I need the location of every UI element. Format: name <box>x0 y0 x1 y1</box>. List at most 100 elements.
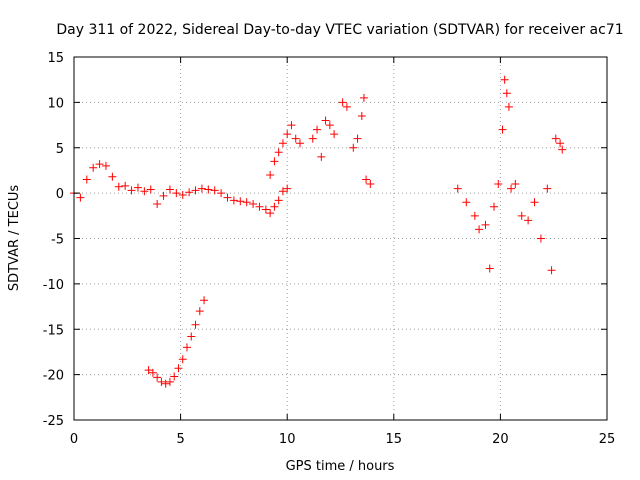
data-point <box>242 198 251 207</box>
data-point <box>308 134 317 143</box>
data-point <box>504 102 513 111</box>
plot-frame <box>73 56 608 421</box>
data-point <box>313 125 322 134</box>
x-tick-label: 5 <box>176 432 184 447</box>
x-tick-label: 0 <box>70 432 78 447</box>
data-point <box>551 134 560 143</box>
data-point <box>191 320 200 329</box>
data-point <box>556 139 565 148</box>
data-point <box>121 181 130 190</box>
data-point <box>174 364 183 373</box>
data-point <box>89 163 98 172</box>
data-point <box>558 145 567 154</box>
y-tick-label: -25 <box>43 414 64 429</box>
data-point <box>82 175 91 184</box>
data-point <box>255 202 264 211</box>
data-point <box>223 193 232 202</box>
data-point <box>291 134 300 143</box>
data-point <box>462 198 471 207</box>
data-point <box>475 225 484 234</box>
x-tick-label: 25 <box>599 432 616 447</box>
marks-layer <box>70 75 567 388</box>
data-point <box>270 202 279 211</box>
data-point <box>195 307 204 316</box>
data-point <box>108 172 117 181</box>
data-point <box>236 197 245 206</box>
data-point <box>470 211 479 220</box>
data-point <box>266 170 275 179</box>
data-point <box>481 220 490 229</box>
data-point <box>144 366 153 375</box>
y-tick-label: -5 <box>51 233 64 248</box>
data-point <box>187 332 196 341</box>
data-point <box>274 148 283 157</box>
data-point <box>200 296 209 305</box>
data-point <box>261 205 270 214</box>
data-point <box>366 180 375 189</box>
data-point <box>172 189 181 198</box>
data-point <box>161 379 170 388</box>
data-point <box>338 98 347 107</box>
data-point <box>357 111 366 120</box>
data-point <box>157 377 166 386</box>
data-point <box>490 202 499 211</box>
data-point <box>148 368 157 377</box>
data-point <box>547 266 556 275</box>
data-point <box>330 130 339 139</box>
data-point <box>524 216 533 225</box>
data-point <box>507 184 516 193</box>
data-point <box>153 200 162 209</box>
data-point <box>170 372 179 381</box>
data-point <box>266 209 275 218</box>
data-point <box>342 102 351 111</box>
series-late-cluster <box>453 75 567 275</box>
data-point <box>349 143 358 152</box>
y-tick-label: -20 <box>43 369 64 384</box>
y-axis-label: SDTVAR / TECUs <box>7 185 22 292</box>
data-point <box>182 343 191 352</box>
x-axis-label: GPS time / hours <box>286 459 395 474</box>
data-point <box>278 139 287 148</box>
y-tick-label: -10 <box>43 278 64 293</box>
data-point <box>249 200 258 209</box>
x-tick-label: 10 <box>279 432 296 447</box>
data-point <box>498 125 507 134</box>
x-tick-label: 20 <box>492 432 509 447</box>
data-point <box>191 186 200 195</box>
data-point <box>502 89 511 98</box>
data-point <box>530 198 539 207</box>
data-point <box>114 182 123 191</box>
series-rise-10-13 <box>266 93 375 189</box>
y-tick-label: -15 <box>43 323 64 338</box>
data-point <box>485 264 494 273</box>
data-point <box>178 190 187 199</box>
data-point <box>197 184 206 193</box>
y-tick-label: 0 <box>56 187 64 202</box>
data-point <box>321 116 330 125</box>
data-point <box>159 191 168 200</box>
data-point <box>453 184 462 193</box>
data-point <box>153 373 162 382</box>
data-point <box>274 196 283 205</box>
series-lower-arc <box>144 296 209 388</box>
data-point <box>353 134 362 143</box>
data-point <box>133 183 142 192</box>
data-point <box>283 130 292 139</box>
y-tick-label: 15 <box>47 51 64 66</box>
data-point <box>317 152 326 161</box>
data-point <box>185 188 194 197</box>
data-point <box>511 180 520 189</box>
data-point <box>536 234 545 243</box>
x-tick-label: 15 <box>386 432 403 447</box>
data-point <box>101 161 110 170</box>
data-point <box>76 193 85 202</box>
ticks-layer: 0 5 10 15 20 25 -25 -20 -15 -10 -5 0 5 10 15 <box>43 51 616 447</box>
data-point <box>127 186 136 195</box>
data-point <box>146 185 155 194</box>
data-point <box>325 121 334 130</box>
data-point <box>165 185 174 194</box>
y-tick-label: 5 <box>56 142 64 157</box>
data-point <box>270 157 279 166</box>
data-point <box>178 355 187 364</box>
